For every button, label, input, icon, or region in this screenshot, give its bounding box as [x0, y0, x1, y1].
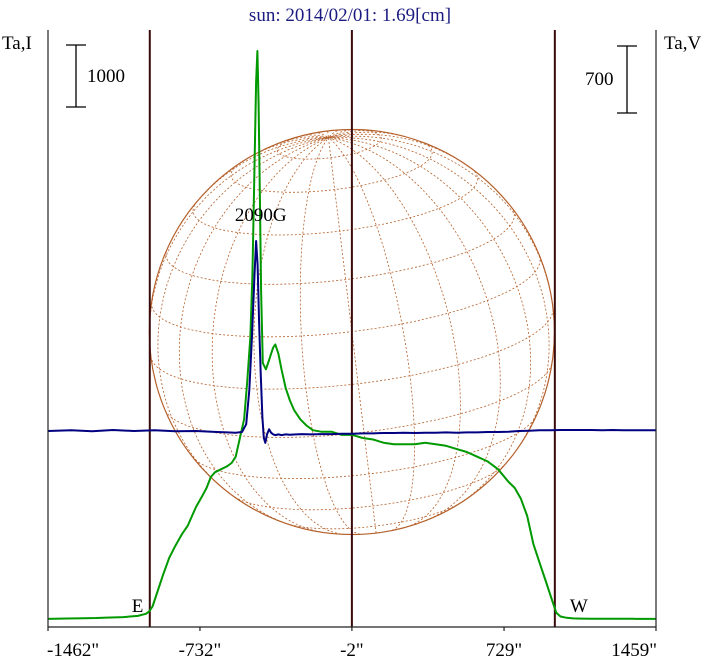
- latitude-line: [151, 255, 541, 338]
- scalebar-left: [66, 44, 86, 108]
- latitude-line: [165, 209, 515, 285]
- x-tick-label: 1459": [611, 640, 657, 661]
- longitude-line: [314, 132, 329, 139]
- longitude-line: [211, 137, 329, 533]
- x-tick-label: 729": [486, 640, 522, 661]
- longitude-line: [328, 137, 531, 504]
- longitude-line: [328, 137, 461, 528]
- longitude-line: [253, 137, 345, 535]
- longitude-line: [284, 136, 329, 142]
- x-tick-label: -1462": [47, 640, 99, 661]
- longitude-line: [328, 136, 550, 455]
- series-intensity-line: [47, 50, 656, 620]
- latitude-line: [276, 129, 382, 160]
- chart-title: sun: 2014/02/01: 1.69[cm]: [249, 5, 451, 26]
- longitude-line: [328, 137, 501, 521]
- longitude-line: [178, 137, 329, 525]
- latitude-line: [286, 502, 461, 530]
- longitude-line: [328, 129, 342, 138]
- longitude-line: [328, 135, 554, 308]
- longitude-line: [149, 137, 329, 357]
- limb-label-east: E: [132, 596, 144, 617]
- scalebar-right: [617, 45, 637, 114]
- limb-label-west: W: [570, 596, 588, 617]
- longitude-line: [299, 137, 361, 535]
- x-tick-label: -732": [179, 640, 222, 661]
- scalebar-right-label: 700: [585, 69, 614, 90]
- longitude-line: [328, 137, 377, 534]
- latitude-line: [192, 415, 537, 479]
- latitude-line: [165, 364, 553, 438]
- longitude-line: [157, 137, 329, 490]
- series-polarization-line: [47, 240, 656, 444]
- longitude-line: [327, 131, 329, 138]
- scalebar-left-label: 1000: [87, 66, 125, 87]
- ylabel-left: Ta,I: [2, 33, 32, 54]
- ylabel-right: Ta,V: [664, 33, 701, 54]
- magnetic-field-annotation: 2090G: [235, 205, 287, 226]
- longitude-line: [328, 129, 373, 139]
- x-tick-label: -2": [340, 640, 364, 661]
- latitude-line: [234, 464, 506, 511]
- longitude-line: [328, 137, 415, 531]
